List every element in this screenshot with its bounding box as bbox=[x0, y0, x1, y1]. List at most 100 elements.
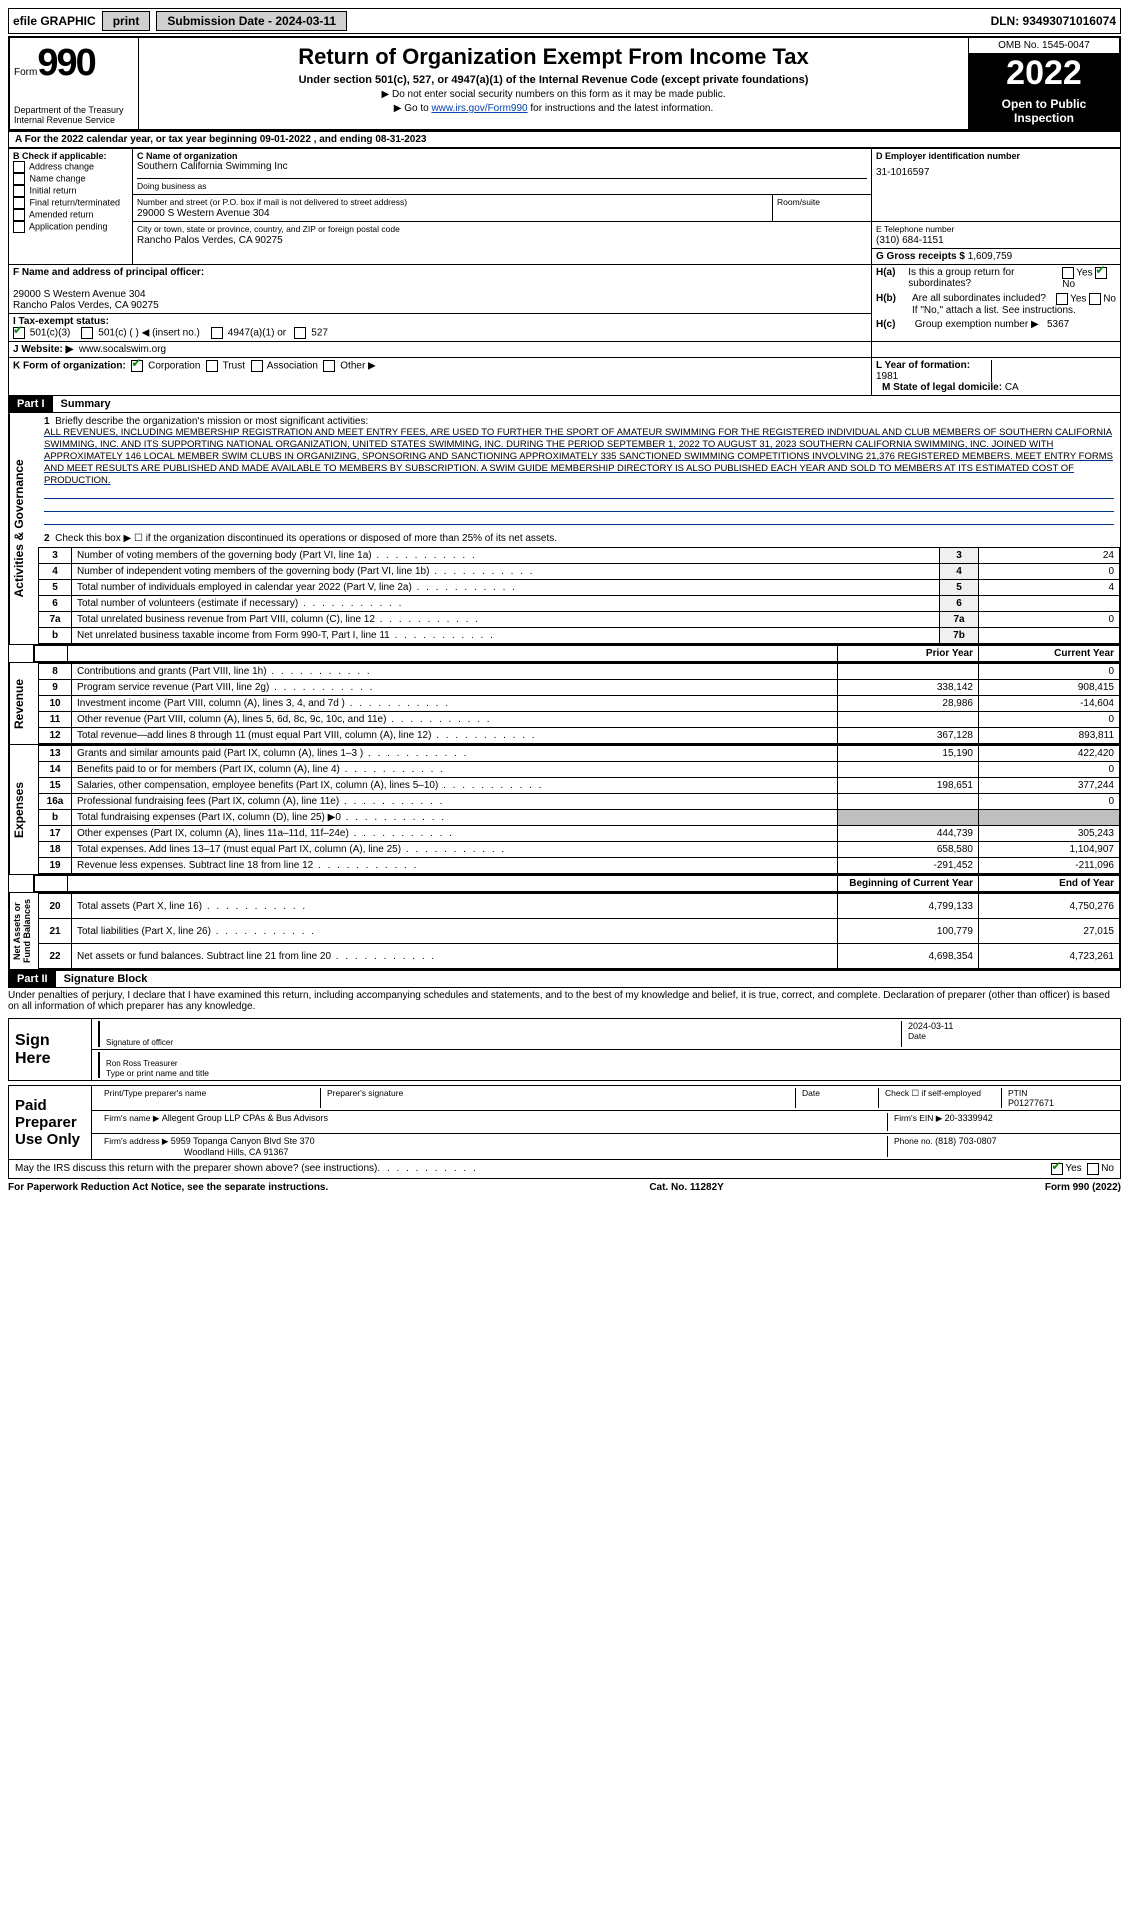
527-checkbox[interactable] bbox=[294, 327, 306, 339]
box-j-label: J Website: ▶ bbox=[13, 344, 73, 355]
part1-bar: Part I bbox=[9, 396, 53, 412]
tax-year: 2022 bbox=[969, 54, 1119, 93]
box-i-label: I Tax-exempt status: bbox=[13, 316, 109, 327]
firm-ein: 20-3339942 bbox=[945, 1113, 993, 1123]
officer-name: Ron Ross Treasurer bbox=[106, 1059, 1108, 1068]
box-g-label: G Gross receipts $ bbox=[876, 251, 968, 262]
line-a-tax-year: A For the 2022 calendar year, or tax yea… bbox=[8, 131, 1121, 148]
501c-checkbox[interactable] bbox=[81, 327, 93, 339]
boxb-checkbox[interactable] bbox=[13, 173, 25, 185]
current-year-header: Current Year bbox=[979, 646, 1120, 662]
ha-no-checkbox[interactable] bbox=[1095, 267, 1107, 279]
form-subtitle: Under section 501(c), 527, or 4947(a)(1)… bbox=[149, 74, 958, 86]
self-employed-label: Check ☐ if self-employed bbox=[885, 1088, 981, 1098]
box-b-label: B Check if applicable: bbox=[13, 151, 128, 161]
open-public-label: Open to Public Inspection bbox=[969, 93, 1119, 129]
hb-yes-checkbox[interactable] bbox=[1056, 293, 1068, 305]
box-l-label: L Year of formation: bbox=[876, 360, 970, 371]
box-d-label: D Employer identification number bbox=[876, 151, 1116, 161]
mission-text: ALL REVENUES, INCLUDING MEMBERSHIP REGIS… bbox=[44, 427, 1114, 486]
addr-label: Number and street (or P.O. box if mail i… bbox=[137, 197, 407, 207]
dba-label: Doing business as bbox=[137, 181, 206, 191]
firm-addr-label: Firm's address ▶ bbox=[104, 1136, 171, 1146]
assoc-checkbox[interactable] bbox=[251, 360, 263, 372]
revenue-table: 8Contributions and grants (Part VIII, li… bbox=[38, 663, 1120, 744]
discuss-label: May the IRS discuss this return with the… bbox=[15, 1163, 377, 1175]
q2-label: Check this box ▶ ☐ if the organization d… bbox=[55, 533, 557, 544]
omb-number: OMB No. 1545-0047 bbox=[969, 38, 1119, 54]
ptin-label: PTIN bbox=[1008, 1088, 1027, 1098]
boxb-checkbox[interactable] bbox=[13, 161, 25, 173]
website-value: www.socalswim.org bbox=[79, 344, 166, 355]
firm-addr2: Woodland Hills, CA 91367 bbox=[104, 1147, 288, 1157]
prior-year-header: Prior Year bbox=[838, 646, 979, 662]
sign-here-label: Sign Here bbox=[9, 1019, 92, 1080]
org-name: Southern California Swimming Inc bbox=[137, 161, 867, 172]
firm-name-label: Firm's name ▶ bbox=[104, 1113, 162, 1123]
other-checkbox[interactable] bbox=[323, 360, 335, 372]
identity-block: B Check if applicable: Address change Na… bbox=[8, 148, 1121, 396]
ha-yes-checkbox[interactable] bbox=[1062, 267, 1074, 279]
state-domicile: CA bbox=[1005, 382, 1019, 393]
footer-mid: Cat. No. 11282Y bbox=[649, 1182, 723, 1193]
officer-name-label: Type or print name and title bbox=[106, 1068, 1108, 1078]
officer-addr2: Rancho Palos Verdes, CA 90275 bbox=[13, 300, 159, 311]
4947-checkbox[interactable] bbox=[211, 327, 223, 339]
box-f-label: F Name and address of principal officer: bbox=[13, 267, 204, 278]
vlabel-revenue: Revenue bbox=[9, 663, 38, 744]
hc-label: Group exemption number ▶ bbox=[915, 319, 1039, 330]
hb-note: If "No," attach a list. See instructions… bbox=[876, 305, 1116, 316]
corp-checkbox[interactable] bbox=[131, 360, 143, 372]
gross-receipts-value: 1,609,759 bbox=[968, 251, 1013, 262]
city-state-zip: Rancho Palos Verdes, CA 90275 bbox=[137, 235, 283, 246]
sig-date-value: 2024-03-11 bbox=[908, 1021, 1108, 1031]
print-button[interactable]: print bbox=[102, 11, 151, 31]
form-note2: ▶ Go to www.irs.gov/Form990 for instruct… bbox=[149, 103, 958, 114]
ha-label: Is this a group return for subordinates? bbox=[908, 267, 1062, 290]
prep-date-label: Date bbox=[802, 1088, 820, 1098]
firm-addr1: 5959 Topanga Canyon Blvd Ste 370 bbox=[171, 1136, 315, 1146]
submission-date-button[interactable]: Submission Date - 2024-03-11 bbox=[156, 11, 347, 31]
hc-value: 5367 bbox=[1047, 319, 1069, 330]
form-number: Form 990 bbox=[14, 42, 134, 85]
footer-left: For Paperwork Reduction Act Notice, see … bbox=[8, 1182, 328, 1193]
phone-label: Phone no. bbox=[894, 1136, 935, 1146]
discuss-yes-checkbox[interactable] bbox=[1051, 1163, 1063, 1175]
box-m-label: M State of legal domicile: bbox=[882, 382, 1005, 393]
paid-preparer-block: Paid Preparer Use Only Print/Type prepar… bbox=[8, 1085, 1121, 1160]
form-note1: ▶ Do not enter social security numbers o… bbox=[149, 89, 958, 100]
irs-link[interactable]: www.irs.gov/Form990 bbox=[431, 103, 527, 114]
prep-name-label: Print/Type preparer's name bbox=[104, 1088, 206, 1098]
hb-no-checkbox[interactable] bbox=[1089, 293, 1101, 305]
activities-table: 3Number of voting members of the governi… bbox=[38, 547, 1120, 644]
boxb-checkbox[interactable] bbox=[13, 197, 25, 209]
form-title: Return of Organization Exempt From Incom… bbox=[149, 44, 958, 70]
boxb-checkbox[interactable] bbox=[13, 221, 25, 233]
room-label: Room/suite bbox=[777, 197, 820, 207]
page-footer: For Paperwork Reduction Act Notice, see … bbox=[8, 1182, 1121, 1193]
boxb-checkbox[interactable] bbox=[13, 185, 25, 197]
box-e-label: E Telephone number bbox=[876, 224, 954, 234]
vlabel-expenses: Expenses bbox=[9, 745, 38, 874]
signature-block: Sign Here Signature of officer 2024-03-1… bbox=[8, 1018, 1121, 1081]
year-header-row: Prior Year Current Year bbox=[34, 645, 1120, 662]
balance-header-row: Beginning of Current Year End of Year bbox=[34, 875, 1120, 892]
hb-label: Are all subordinates included? bbox=[912, 293, 1046, 305]
box-c-label: C Name of organization bbox=[137, 151, 867, 161]
sig-date-label: Date bbox=[908, 1031, 1108, 1041]
ptin-value: P01277671 bbox=[1008, 1098, 1054, 1108]
efile-label: efile GRAPHIC bbox=[13, 14, 96, 28]
begin-year-header: Beginning of Current Year bbox=[838, 876, 979, 892]
expenses-table: 13Grants and similar amounts paid (Part … bbox=[38, 745, 1120, 874]
boxb-checkbox[interactable] bbox=[13, 209, 25, 221]
501c3-checkbox[interactable] bbox=[13, 327, 25, 339]
part1-title: Summary bbox=[53, 398, 111, 410]
part2-title: Signature Block bbox=[56, 973, 148, 985]
footer-right: Form 990 (2022) bbox=[1045, 1182, 1121, 1193]
vlabel-activities: Activities & Governance bbox=[9, 413, 38, 644]
netassets-table: 20Total assets (Part X, line 16)4,799,13… bbox=[38, 893, 1120, 969]
discuss-no-checkbox[interactable] bbox=[1087, 1163, 1099, 1175]
vlabel-netassets: Net Assets or Fund Balances bbox=[9, 893, 38, 969]
q1-label: Briefly describe the organization's miss… bbox=[55, 416, 368, 427]
trust-checkbox[interactable] bbox=[206, 360, 218, 372]
